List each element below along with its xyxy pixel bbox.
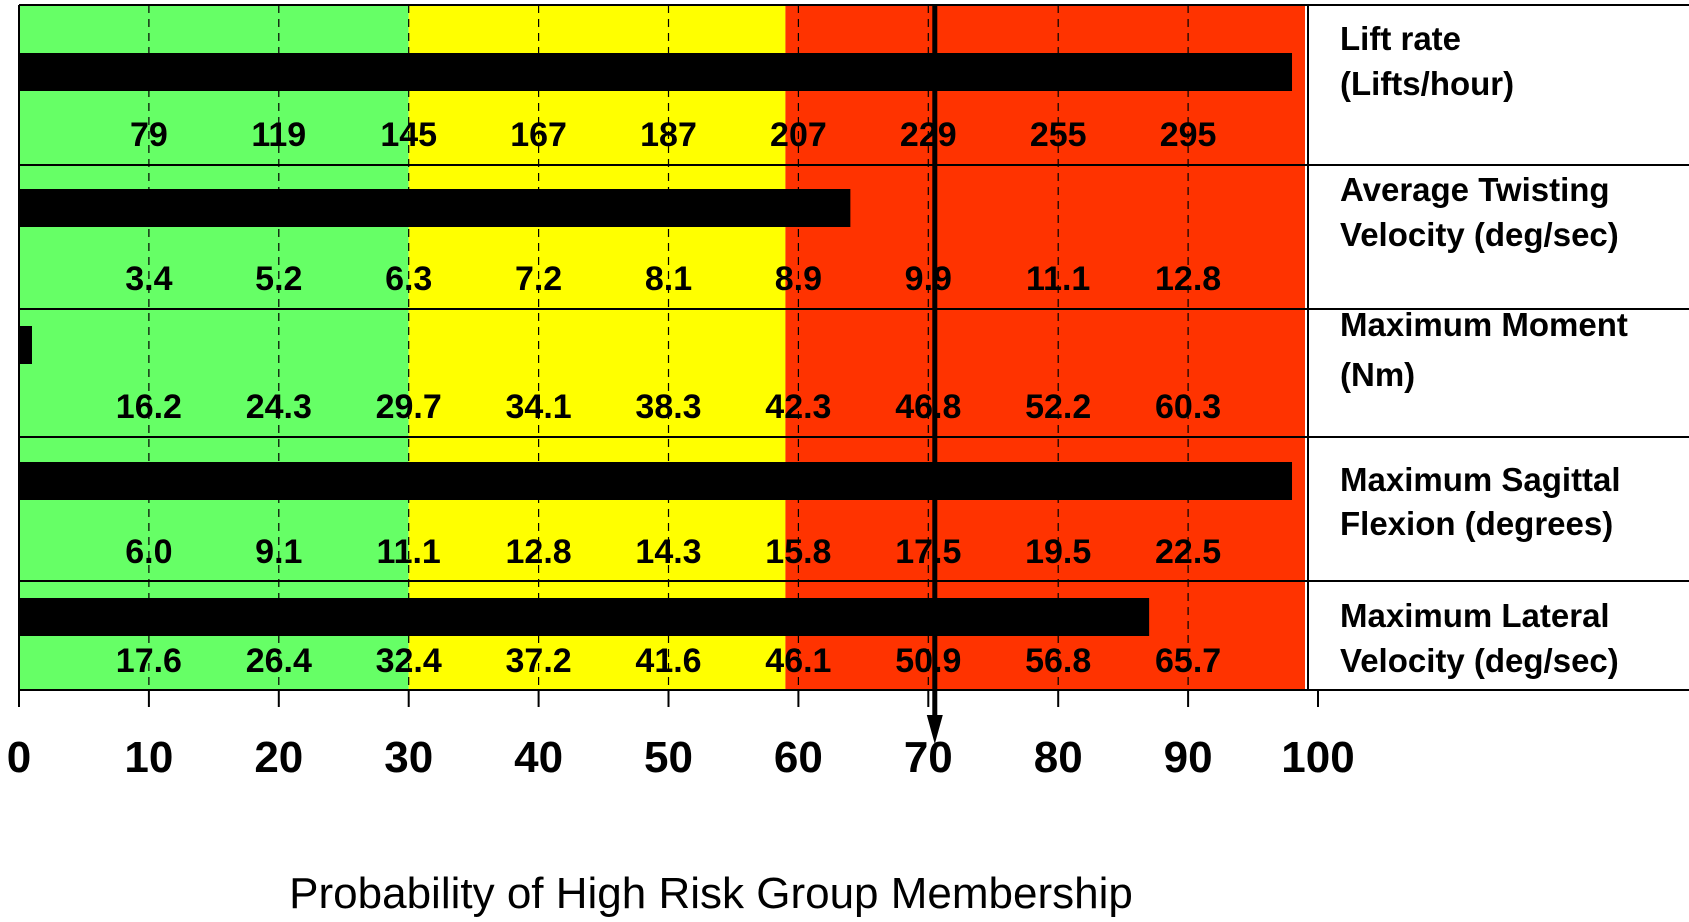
scale-label: 16.2 xyxy=(116,388,182,426)
row-label-line: Maximum Sagittal xyxy=(1340,461,1621,498)
row-label-line: (Nm) xyxy=(1340,356,1415,393)
scale-label: 295 xyxy=(1160,116,1217,154)
scale-label: 34.1 xyxy=(506,388,572,426)
row-label-line: Flexion (degrees) xyxy=(1340,505,1613,542)
row-label-line: Lift rate xyxy=(1340,20,1461,57)
scale-label: 207 xyxy=(770,116,827,154)
scale-label: 46.8 xyxy=(895,388,961,426)
scale-label: 32.4 xyxy=(376,642,442,680)
row-dividers xyxy=(18,4,1689,691)
x-tick-label: 50 xyxy=(644,733,693,782)
scale-label: 5.2 xyxy=(255,260,302,298)
scale-label: 24.3 xyxy=(246,388,312,426)
bars xyxy=(19,53,1293,636)
scale-label: 9.1 xyxy=(255,533,302,571)
x-axis: 0 10 20 30 40 50 60 70 80 90 100 xyxy=(7,690,1355,782)
scale-label: 145 xyxy=(380,116,437,154)
x-tick-label: 20 xyxy=(254,733,303,782)
row-label-line: Maximum Lateral xyxy=(1340,597,1610,634)
x-axis-title: Probability of High Risk Group Membershi… xyxy=(289,869,1133,918)
x-tick-label: 40 xyxy=(514,733,563,782)
x-tick-label: 60 xyxy=(774,733,823,782)
scale-label: 29.7 xyxy=(376,388,442,426)
scale-label: 167 xyxy=(510,116,567,154)
scale-label: 255 xyxy=(1030,116,1087,154)
scale-label: 17.5 xyxy=(895,533,961,571)
scale-label: 26.4 xyxy=(246,642,312,680)
scale-label: 79 xyxy=(130,116,168,154)
scale-label: 9.9 xyxy=(905,260,952,298)
bar-1 xyxy=(19,189,851,227)
zone-0 xyxy=(19,5,409,690)
row-label-line: Maximum Moment xyxy=(1340,306,1628,343)
scale-label: 12.8 xyxy=(506,533,572,571)
scale-label: 22.5 xyxy=(1155,533,1221,571)
scale-label: 37.2 xyxy=(506,642,572,680)
scale-label: 119 xyxy=(251,116,306,154)
scale-label: 11.1 xyxy=(377,533,441,571)
grid-lines xyxy=(148,5,1189,690)
scale-label: 17.6 xyxy=(116,642,182,680)
scale-label: 3.4 xyxy=(125,260,172,298)
bar-2 xyxy=(19,326,32,364)
x-tick-label: 90 xyxy=(1164,733,1213,782)
bar-4 xyxy=(19,598,1150,636)
bar-3 xyxy=(19,462,1293,500)
scale-label: 6.0 xyxy=(125,533,172,571)
scale-label: 14.3 xyxy=(635,533,701,571)
row-label-line: (Lifts/hour) xyxy=(1340,65,1514,102)
scale-label: 7.2 xyxy=(515,260,562,298)
scale-label: 6.3 xyxy=(385,260,432,298)
scale-label: 8.1 xyxy=(645,260,692,298)
row-label-line: Average Twisting xyxy=(1340,171,1610,208)
zone-1 xyxy=(408,5,786,690)
marker-70 xyxy=(926,5,943,744)
bar-0 xyxy=(19,53,1293,91)
scale-label: 65.7 xyxy=(1155,642,1221,680)
scale-label: 19.5 xyxy=(1025,533,1091,571)
scale-label: 52.2 xyxy=(1025,388,1091,426)
x-tick-label: 0 xyxy=(7,733,31,782)
scale-label: 56.8 xyxy=(1025,642,1091,680)
scale-label: 187 xyxy=(640,116,697,154)
risk-zones xyxy=(19,5,1306,690)
scale-label: 46.1 xyxy=(765,642,831,680)
scale-label: 229 xyxy=(900,116,957,154)
x-tick-label: 100 xyxy=(1281,733,1354,782)
marker-arrowhead xyxy=(926,715,943,744)
scale-label: 8.9 xyxy=(775,260,822,298)
zone-2 xyxy=(785,5,1306,690)
row-labels: Lift rate (Lifts/hour) Average Twisting Vel… xyxy=(1340,20,1628,679)
scale-label: 50.9 xyxy=(895,642,961,680)
scale-labels: 79 119 145 167 187 207 229 255 295 3.4 5.2 6.3 7.2 8.… xyxy=(116,116,1221,680)
scale-label: 60.3 xyxy=(1155,388,1221,426)
scale-label: 42.3 xyxy=(765,388,831,426)
scale-label: 41.6 xyxy=(635,642,701,680)
scale-label: 38.3 xyxy=(635,388,701,426)
x-tick-label: 30 xyxy=(384,733,433,782)
x-tick-label: 10 xyxy=(124,733,173,782)
x-tick-label: 70 xyxy=(904,733,953,782)
row-label-line: Velocity (deg/sec) xyxy=(1340,216,1619,253)
row-label-line: Velocity (deg/sec) xyxy=(1340,642,1619,679)
scale-label: 12.8 xyxy=(1155,260,1221,298)
x-tick-label: 80 xyxy=(1034,733,1083,782)
scale-label: 11.1 xyxy=(1026,260,1090,298)
scale-label: 15.8 xyxy=(765,533,831,571)
